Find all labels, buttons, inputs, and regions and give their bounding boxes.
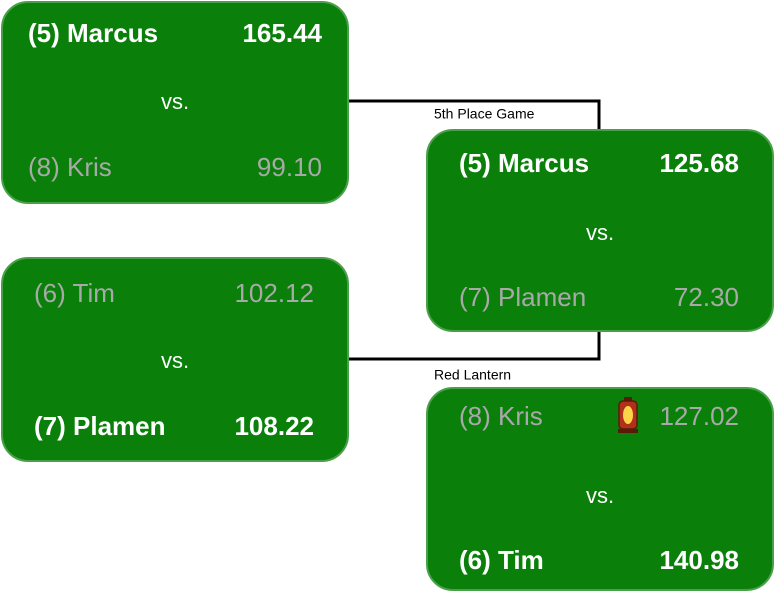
vs-label: vs.: [586, 220, 614, 245]
team-name: (8) Kris: [459, 401, 543, 431]
matchup-box: [1, 257, 349, 462]
team-name: (6) Tim: [34, 278, 115, 308]
matchup-label: Red Lantern: [434, 367, 511, 383]
vs-label: vs.: [586, 483, 614, 508]
team-name: (5) Marcus: [459, 148, 589, 178]
lantern-icon: [618, 397, 638, 433]
matchup: Red Lantern (8) Kris 127.02 (6) Tim 140.98 vs…: [426, 367, 774, 591]
lantern-top: [624, 397, 632, 401]
matchup-label: 5th Place Game: [434, 106, 535, 122]
team-score: 72.30: [674, 282, 739, 312]
team-score: 99.10: [257, 152, 322, 182]
team-name: (6) Tim: [459, 545, 544, 575]
vs-label: vs.: [161, 89, 189, 114]
lantern-glass: [623, 406, 633, 424]
team-score: 165.44: [242, 18, 322, 48]
team-score: 108.22: [234, 411, 314, 441]
team-name: (5) Marcus: [28, 18, 158, 48]
team-name: (8) Kris: [28, 152, 112, 182]
matchup-box: [426, 129, 774, 332]
team-score: 140.98: [659, 545, 739, 575]
team-name: (7) Plamen: [459, 282, 586, 312]
matchup: 5th Place Game (5) Marcus 125.68 (7) Plamen…: [426, 106, 774, 332]
matchup: (6) Tim 102.12 (7) Plamen 108.22 vs.: [1, 257, 349, 462]
matchup-box: [426, 387, 774, 591]
connector: [348, 331, 601, 361]
vs-label: vs.: [161, 348, 189, 373]
connector: [348, 99, 601, 130]
team-score: 102.12: [234, 278, 314, 308]
matchup-box: [1, 1, 349, 204]
matchup: (5) Marcus 165.44 (8) Kris 99.10 vs.: [1, 1, 349, 204]
team-name: (7) Plamen: [34, 411, 166, 441]
lantern-base: [618, 429, 638, 433]
team-score: 125.68: [659, 148, 739, 178]
team-score: 127.02: [659, 401, 739, 431]
